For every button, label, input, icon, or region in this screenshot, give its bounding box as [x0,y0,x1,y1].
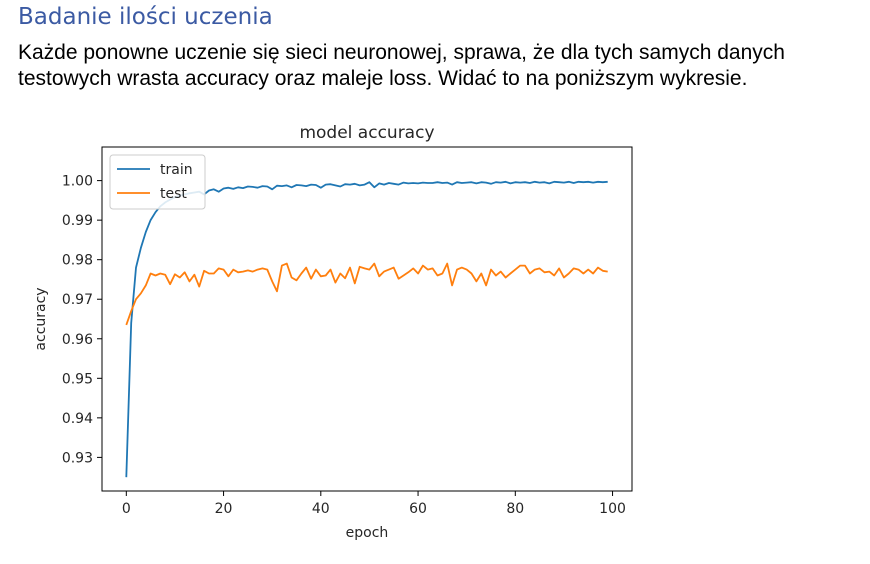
y-axis-label: accuracy [33,287,49,350]
paragraph-line-1: Każde ponowne uczenie się sieci neuronow… [18,41,785,64]
slide-paragraph: Każde ponowne uczenie się sieci neuronow… [18,40,863,92]
chart-legend: train test [109,154,206,210]
paragraph-line-2: testowych wrasta accuracy oraz maleje lo… [18,67,748,90]
legend-label-test: test [160,186,187,202]
series-line-train [125,180,608,478]
series-line-test [125,262,608,326]
y-tick-label: 0.96 [62,332,93,348]
chart-title: model accuracy [299,123,434,143]
x-tick-label: 100 [599,501,626,517]
x-tick-label: 40 [312,501,330,517]
y-tick-label: 0.97 [62,292,93,308]
x-tick-label: 0 [122,501,131,517]
y-tick-label: 0.95 [62,371,93,387]
series-layer [125,180,608,478]
x-tick-label: 80 [506,501,524,517]
x-tick-label: 20 [215,501,233,517]
y-tick-label: 1.00 [62,174,93,190]
legend-label-train: train [160,162,193,178]
y-tick-label: 0.98 [62,253,93,269]
x-tick-label: 60 [409,501,427,517]
slide-title: Badanie ilości uczenia [18,4,273,30]
plot-frame [101,146,633,492]
x-axis-label: epoch [346,525,389,541]
axes-layer: 0 20 40 60 80 100 0.93 0.94 0.95 0.96 0.97 0.98 0.99… [62,174,626,517]
y-tick-label: 0.93 [62,450,93,466]
y-tick-label: 0.99 [62,213,93,229]
y-tick-label: 0.94 [62,411,93,427]
